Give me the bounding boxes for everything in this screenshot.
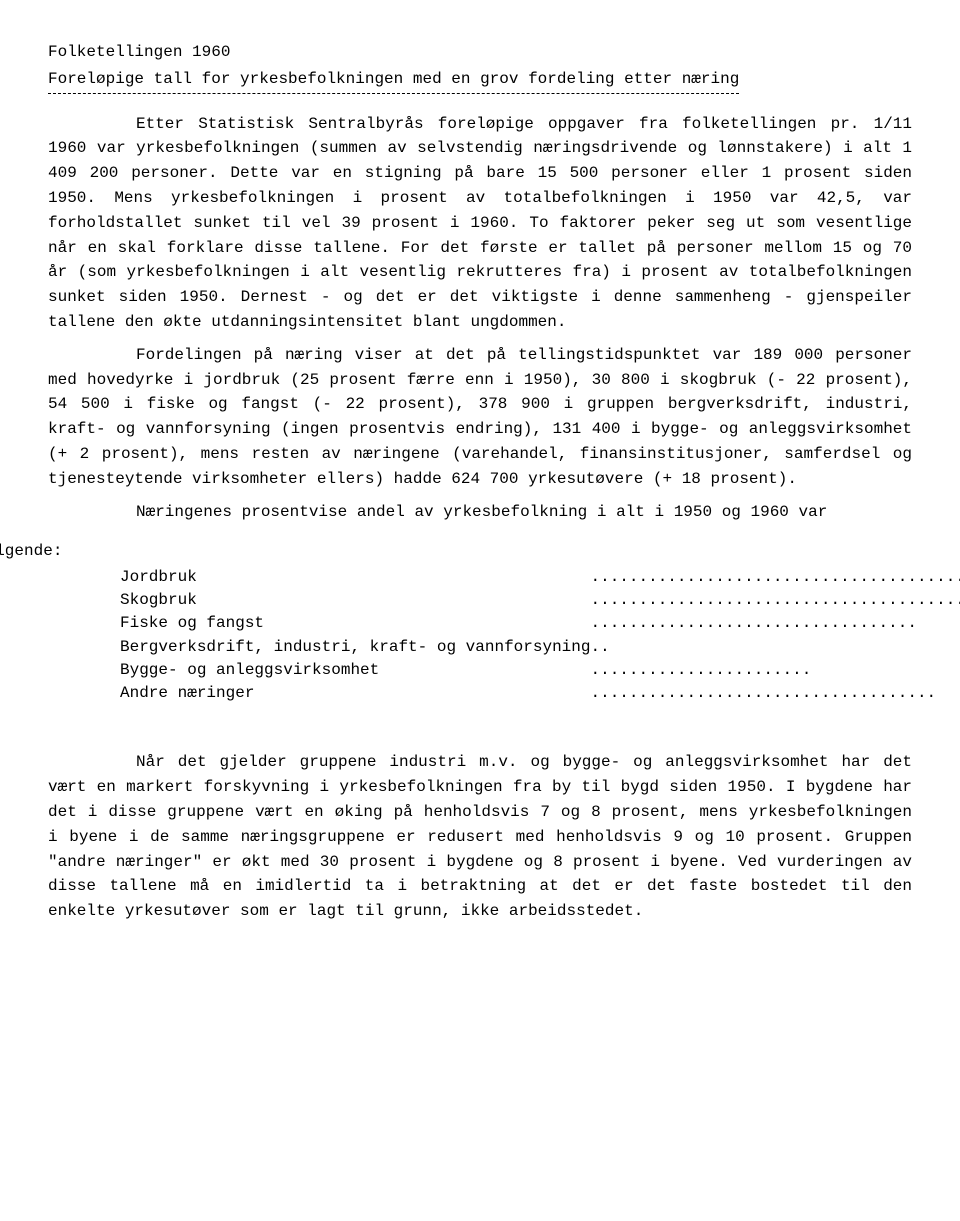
table-row: Fiske og fangst ........................… [120, 612, 960, 635]
table-row: Bergverksdrift, industri, kraft- og vann… [120, 636, 960, 659]
paragraph-1: Etter Statistisk Sentralbyrås foreløpige… [48, 112, 912, 335]
row-dots: ........................................… [590, 566, 960, 589]
title-block: Folketellingen 1960 Foreløpige tall for … [48, 40, 912, 94]
percent-table: følgende: 1950 1960 Jordbruk ...........… [120, 540, 960, 730]
table-row: Andre næringer .........................… [120, 682, 960, 706]
row-dots: .. [590, 636, 960, 659]
table-row: Skogbruk ...............................… [120, 589, 960, 612]
title-sub: Foreløpige tall for yrkesbefolkningen me… [48, 67, 739, 94]
row-dots: .................................... [590, 682, 960, 706]
row-label: Andre næringer [120, 682, 590, 706]
table-row: Bygge- og anleggsvirksomhet ............… [120, 659, 960, 682]
row-label: Bygge- og anleggsvirksomhet [120, 659, 590, 682]
paragraph-3-lead: Næringenes prosentvise andel av yrkesbef… [48, 500, 912, 525]
row-dots: ....................... [590, 659, 960, 682]
paragraph-2: Fordelingen på næring viser at det på te… [48, 343, 912, 492]
table-head-row: følgende: 1950 1960 [120, 540, 960, 564]
following-label: følgende: [48, 540, 590, 563]
row-label: Skogbruk [120, 589, 590, 612]
table-total-row: 100 100 [120, 706, 960, 730]
title-main: Folketellingen 1960 [48, 40, 912, 65]
row-dots: ........................................… [590, 589, 960, 612]
table-row: Jordbruk ...............................… [120, 566, 960, 589]
row-dots: .................................. [590, 612, 960, 635]
row-label: Fiske og fangst [120, 612, 590, 635]
row-label: Bergverksdrift, industri, kraft- og vann… [120, 636, 590, 659]
row-label: Jordbruk [120, 566, 590, 589]
paragraph-4: Når det gjelder gruppene industri m.v. o… [48, 750, 912, 924]
